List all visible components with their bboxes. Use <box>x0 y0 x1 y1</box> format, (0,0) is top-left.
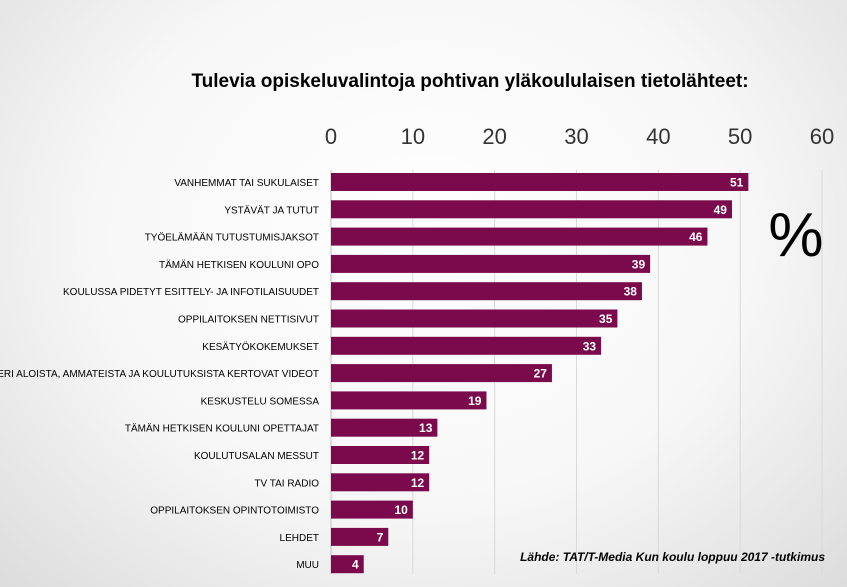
category-label: OPPILAITOKSEN OPINTOTOIMISTO <box>150 506 319 517</box>
unit-label: % <box>768 201 823 270</box>
bar-value-label: 19 <box>468 394 482 408</box>
x-tick-label: 0 <box>325 124 337 149</box>
category-label: KOULUSSA PIDETYT ESITTELY- JA INFOTILAIS… <box>63 287 319 298</box>
x-tick-label: 20 <box>482 124 506 149</box>
bar <box>331 309 618 328</box>
bar <box>331 555 364 574</box>
category-label: OPPILAITOKSEN NETTISIVUT <box>178 315 319 326</box>
bar <box>331 336 602 355</box>
category-label: KESKUSTELU SOMESSA <box>201 396 320 407</box>
category-label: YSTÄVÄT JA TUTUT <box>224 204 319 216</box>
bar <box>331 446 430 464</box>
bar-value-label: 33 <box>583 339 597 353</box>
source-note: Lähde: TAT/T-Media Kun koulu loppuu 2017… <box>520 550 825 564</box>
chart-title: Tulevia opiskeluvalintoja pohtivan yläko… <box>191 71 748 92</box>
bar-value-label: 49 <box>714 203 728 217</box>
bar <box>331 364 552 383</box>
category-label: KESÄTYÖKOKEMUKSET <box>202 341 319 353</box>
bar-value-label: 4 <box>352 558 359 572</box>
bar <box>331 391 487 410</box>
bar-value-label: 46 <box>689 230 703 244</box>
bar-value-label: 35 <box>599 312 613 326</box>
bar-value-label: 38 <box>624 285 638 299</box>
x-tick-label: 40 <box>646 124 670 149</box>
bar <box>331 227 708 246</box>
category-label: VANHEMMAT TAI SUKULAISET <box>174 178 319 189</box>
category-label: TÄMÄN HETKISEN KOULUNI OPETTAJAT <box>125 423 319 435</box>
bar-value-label: 51 <box>730 176 744 190</box>
bar <box>331 254 651 273</box>
category-label: KOULUTUSALAN MESSUT <box>194 451 319 462</box>
bar <box>331 173 749 191</box>
x-tick-label: 10 <box>401 124 425 149</box>
bar-value-label: 10 <box>394 503 408 517</box>
x-tick-label: 60 <box>810 124 834 149</box>
category-label: TYÖELÄMÄÄN TUTUSTUMISJAKSOT <box>145 232 319 244</box>
category-labels: VANHEMMAT TAI SUKULAISET YSTÄVÄT JA TUTUT… <box>0 178 319 571</box>
bar <box>331 527 389 546</box>
bar <box>331 418 438 437</box>
x-tick-label: 50 <box>728 124 752 149</box>
bar <box>331 473 430 492</box>
bar-value-label: 12 <box>411 476 425 490</box>
bar-value-label: 12 <box>411 449 425 463</box>
bar-value-label: 27 <box>534 367 548 381</box>
bar-value-label: 7 <box>377 530 384 544</box>
bar-value-label: 39 <box>632 257 646 271</box>
x-axis-ticks: 0 10 20 30 40 50 60 <box>325 124 834 149</box>
category-label: TV TAI RADIO <box>254 478 319 489</box>
category-label: MUU <box>296 560 319 571</box>
x-tick-label: 30 <box>564 124 588 149</box>
bar-value-label: 13 <box>419 421 433 435</box>
category-label: ERI ALOISTA, AMMATEISTA JA KOULUTUKSISTA… <box>0 369 319 380</box>
bar <box>331 200 732 219</box>
bar <box>331 282 642 301</box>
category-label: TÄMÄN HETKISEN KOULUNI OPO <box>159 259 319 271</box>
category-label: LEHDET <box>280 533 319 544</box>
bar <box>331 500 413 519</box>
